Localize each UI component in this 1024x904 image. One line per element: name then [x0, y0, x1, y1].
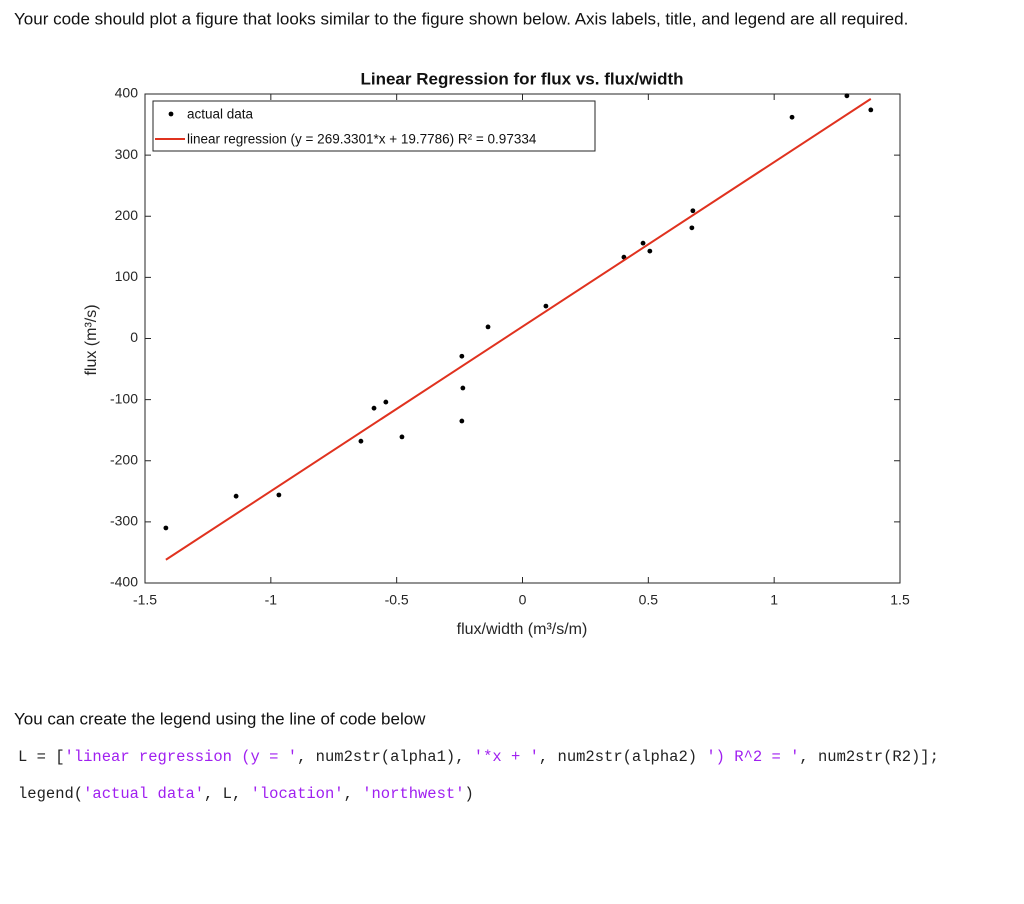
y-tick-label: -300 [110, 513, 138, 529]
y-tick-label: -100 [110, 390, 138, 406]
code-token: 'linear regression (y = ' [65, 748, 298, 766]
code-token: , num2str(alpha1), [297, 748, 474, 766]
data-point [371, 405, 377, 411]
data-point [460, 385, 466, 391]
code-token: 'location' [251, 785, 344, 803]
code-token: , [344, 785, 363, 803]
x-axis-label: flux/width (m³/s/m) [457, 621, 588, 638]
x-tick-label: 0.5 [639, 592, 659, 608]
data-point [399, 434, 405, 440]
code-token: 'actual data' [83, 785, 204, 803]
x-tick-label: -1 [265, 592, 278, 608]
x-tick-label: 1.5 [890, 592, 910, 608]
data-point [358, 438, 364, 444]
code-token: , L, [204, 785, 251, 803]
data-point [789, 114, 795, 120]
data-point [383, 399, 389, 405]
data-point [640, 240, 646, 246]
y-tick-label: -200 [110, 451, 138, 467]
y-tick-label: -400 [110, 574, 138, 590]
code-token: '*x + ' [474, 748, 539, 766]
y-axis-label: flux (m³/s) [83, 304, 100, 375]
data-point [689, 225, 695, 231]
instruction: Your code should plot a figure that look… [14, 9, 908, 28]
code-token: legend( [18, 785, 83, 803]
code-line: L = ['linear regression (y = ', num2str(… [18, 748, 939, 766]
y-tick-label: 300 [115, 146, 139, 162]
x-tick-label: -1.5 [133, 592, 157, 608]
data-point [543, 303, 549, 309]
data-point [844, 93, 850, 99]
code-token: , num2str(R2)]; [799, 748, 939, 766]
code-token: 'northwest' [362, 785, 464, 803]
data-point [163, 525, 169, 531]
axes-box [144, 93, 901, 584]
x-tick-label: 1 [770, 592, 778, 608]
data-point [459, 353, 465, 359]
x-tick-label: 0 [519, 592, 527, 608]
legend-label: actual data [187, 107, 254, 122]
data-point [868, 107, 874, 113]
data-point [485, 324, 491, 330]
data-point [276, 492, 282, 498]
y-tick-label: 200 [115, 207, 139, 223]
y-tick-label: 400 [115, 85, 139, 101]
code-token: , num2str(alpha2) [539, 748, 706, 766]
data-point [233, 493, 239, 499]
y-tick-label: 100 [115, 268, 139, 284]
code-line: legend('actual data', L, 'location', 'no… [18, 785, 474, 803]
note: You can create the legend using the line… [14, 709, 426, 728]
x-tick-label: -0.5 [385, 592, 409, 608]
regression-line [165, 98, 872, 561]
legend-marker [168, 111, 174, 117]
code-token: ') R^2 = ' [706, 748, 799, 766]
code-token: ) [465, 785, 474, 803]
legend-box [152, 100, 596, 152]
legend-label: linear regression (y = 269.3301*x + 19.7… [187, 132, 537, 147]
data-point [647, 248, 653, 254]
code-token: L = [ [18, 748, 65, 766]
data-point [459, 418, 465, 424]
data-point [690, 208, 696, 214]
y-tick-label: 0 [130, 329, 138, 345]
chart-title: Linear Regression for flux vs. flux/widt… [360, 69, 683, 88]
